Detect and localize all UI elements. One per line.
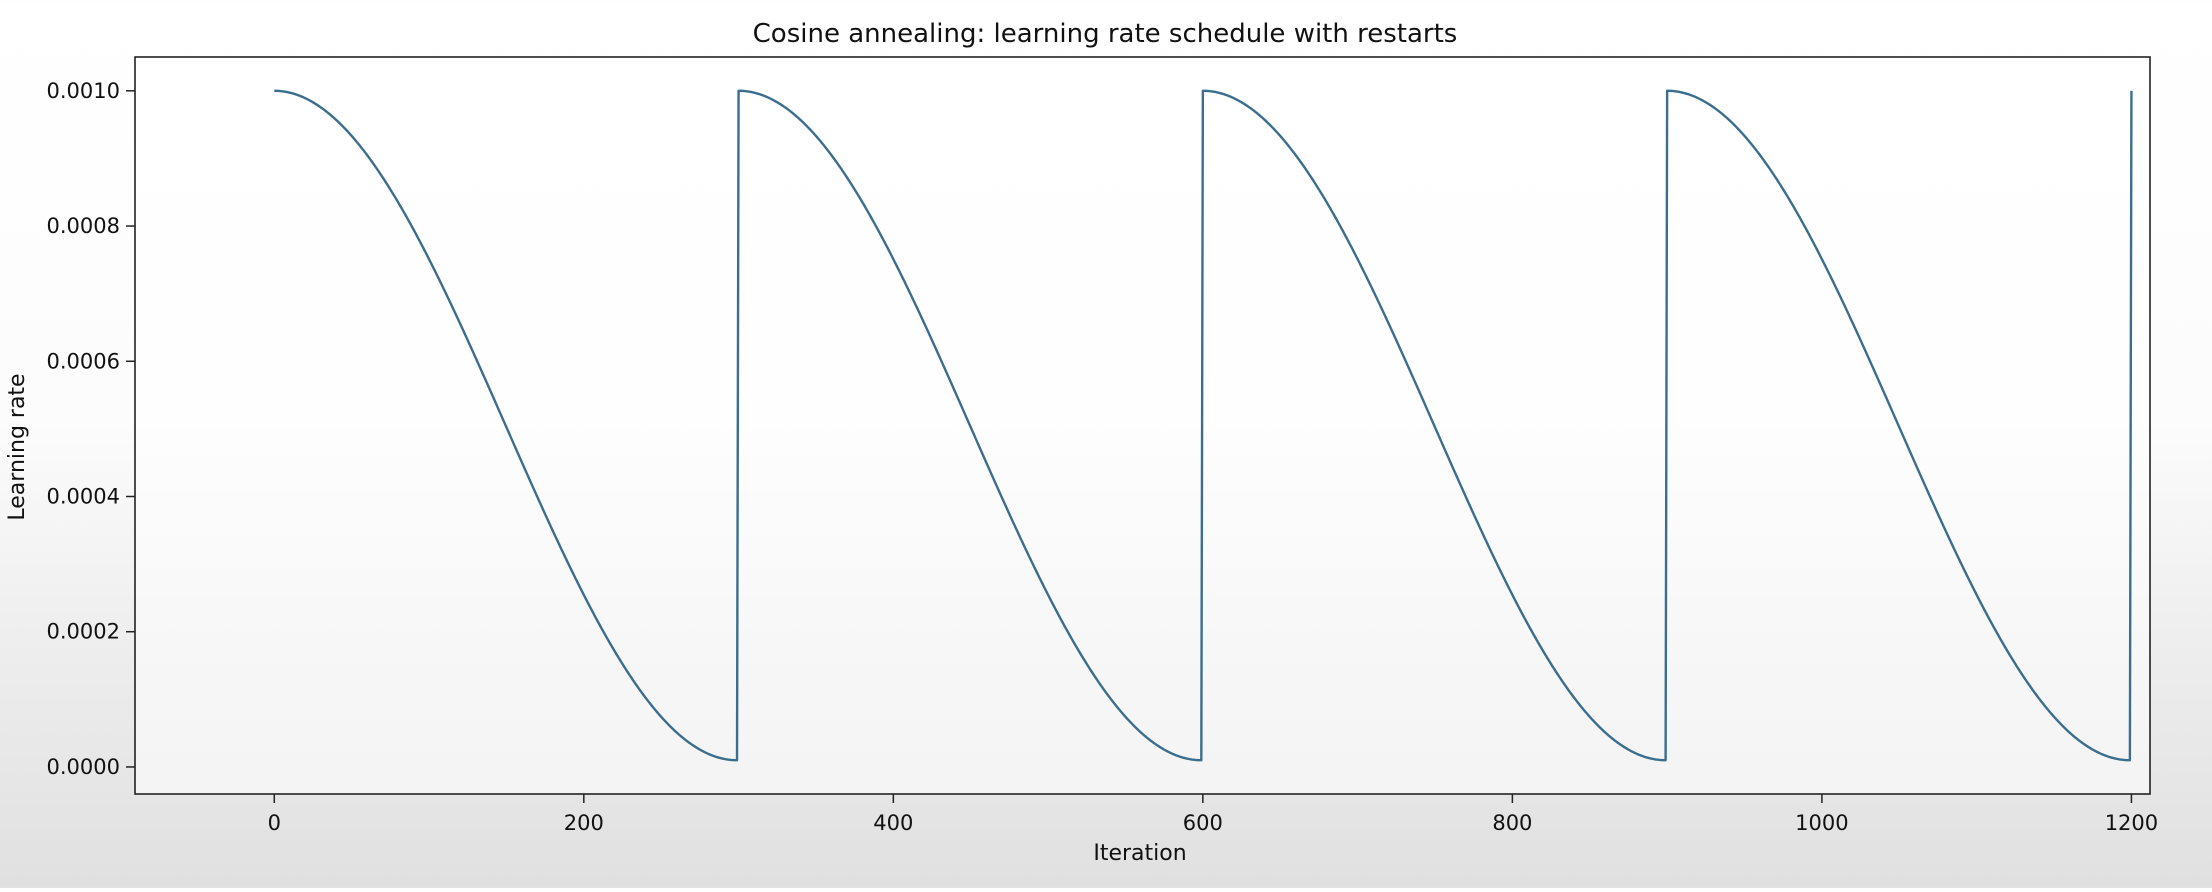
y-tick-label: 0.0004: [47, 484, 120, 508]
y-axis-label: Learning rate: [5, 373, 30, 520]
x-axis: 0 200 400 600 800 1000 1200: [268, 794, 2158, 835]
x-tick-label: 600: [1183, 811, 1223, 835]
y-tick-label: 0.0008: [47, 214, 120, 238]
x-tick-label: 400: [873, 811, 913, 835]
axes-border: [134, 56, 2151, 795]
series-layer: [274, 89, 2133, 762]
chart-title: Cosine annealing: learning rate schedule…: [753, 19, 1458, 49]
x-tick-label: 200: [564, 811, 604, 835]
plot-background: [135, 57, 2150, 794]
y-tick-label: 0.0002: [47, 620, 120, 644]
x-tick-label: 1000: [1795, 811, 1848, 835]
y-tick-label: 0.0010: [47, 79, 120, 103]
x-tick-label: 800: [1492, 811, 1532, 835]
x-tick-label: 0: [268, 811, 281, 835]
y-tick-label: 0.0006: [47, 349, 120, 373]
y-axis: 0.0000 0.0002 0.0004 0.0006 0.0008 0.0010: [47, 79, 135, 779]
plot-area: [135, 57, 2150, 794]
x-tick-label: 1200: [2105, 811, 2158, 835]
x-axis-label: Iteration: [1093, 841, 1186, 866]
y-tick-label: 0.0000: [47, 755, 120, 779]
series-line: [274, 89, 2133, 762]
axes-frame: [134, 56, 2151, 795]
